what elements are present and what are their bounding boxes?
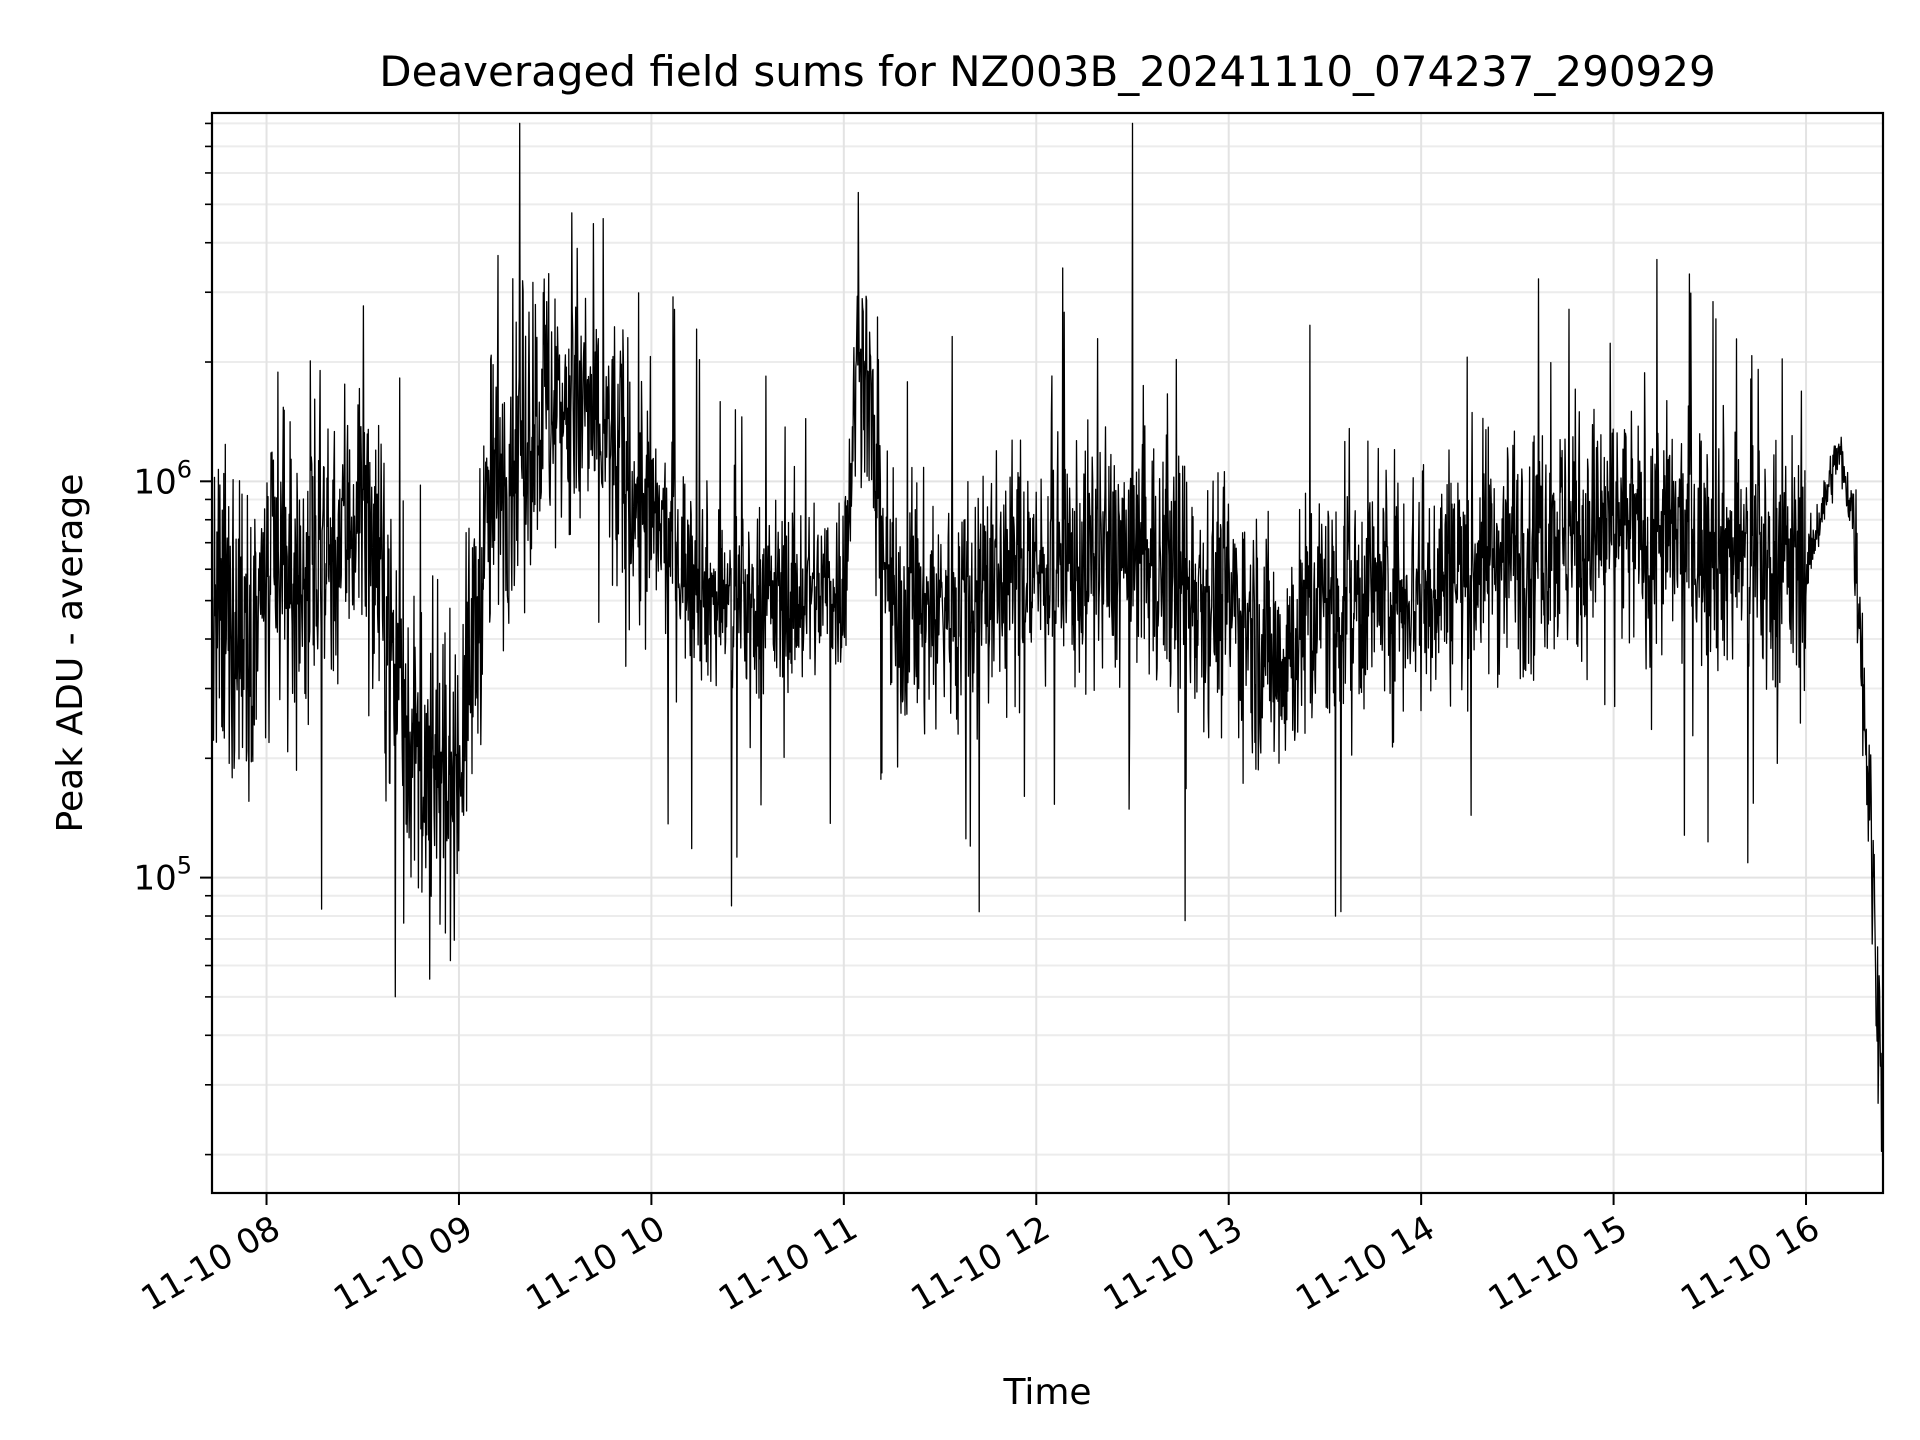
x-tick-label: 11-10 09 (327, 1208, 479, 1319)
x-axis-label: Time (1002, 1372, 1091, 1413)
y-tick-label: 105 (133, 852, 192, 899)
x-tick-label: 11-10 08 (135, 1208, 287, 1319)
plot-frame (210, 111, 1885, 1195)
x-tick-label: 11-10 15 (1482, 1208, 1634, 1319)
y-tick-label: 106 (133, 455, 192, 502)
y-tick-label-base: 10 (133, 859, 176, 899)
x-tick-label: 11-10 13 (1097, 1208, 1249, 1319)
y-axis-label: Peak ADU - average (50, 474, 91, 833)
y-tick-label-base: 10 (133, 462, 176, 502)
x-tick-label: 11-10 16 (1674, 1208, 1826, 1319)
chart-title: Deaveraged field sums for NZ003B_2024111… (379, 47, 1715, 96)
y-tick-label-exponent: 5 (177, 852, 192, 880)
series-line (211, 122, 1884, 1153)
x-tick-label: 11-10 10 (520, 1208, 672, 1319)
x-tick-label: 11-10 12 (904, 1208, 1056, 1319)
x-tick-label: 11-10 11 (712, 1208, 864, 1319)
x-axis-ticks: 11-10 08 11-10 09 11-10 10 11-10 11 11-10 12… (135, 1193, 1827, 1319)
x-tick-label: 11-10 14 (1289, 1208, 1441, 1319)
y-tick-label-exponent: 6 (177, 455, 192, 483)
